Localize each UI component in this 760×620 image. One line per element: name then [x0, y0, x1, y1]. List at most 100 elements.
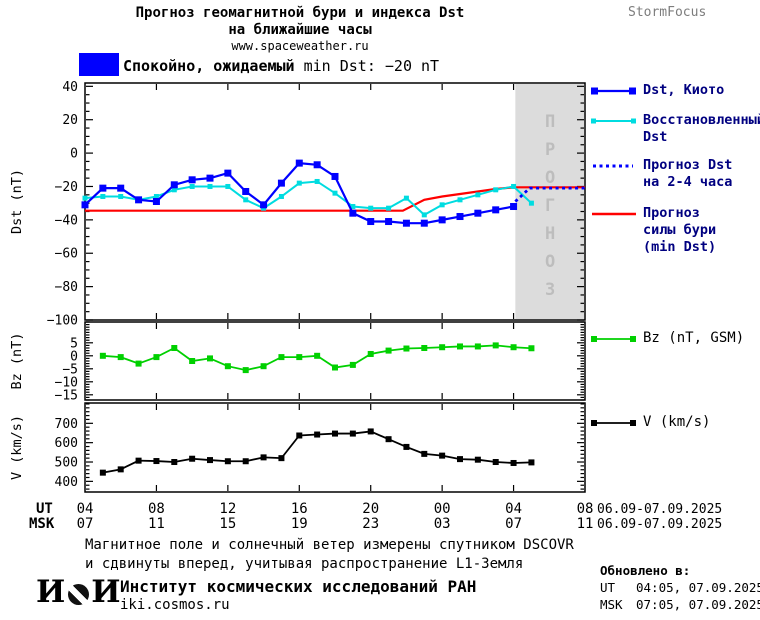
ut-hour-label: 12 — [219, 501, 236, 517]
iki-logo-letter-right: И — [91, 574, 122, 610]
series-v-marker — [296, 432, 303, 439]
series-dst-reconstructed-marker — [439, 202, 445, 208]
dst-ytick-label: 20 — [62, 113, 78, 128]
series-dst-reconstructed-marker — [296, 180, 302, 186]
msk-hour-label: 11 — [577, 516, 594, 532]
dst-ytick-label: −40 — [55, 213, 78, 228]
series-bz-marker — [224, 363, 231, 370]
legend-label-storm-strength: Прогноз силы бури (min Dst) — [643, 205, 717, 255]
series-v-marker — [510, 459, 517, 466]
v-ytick-label: 400 — [55, 475, 78, 490]
series-bz-marker — [492, 342, 499, 349]
series-dst-reconstructed-marker — [314, 178, 320, 184]
footnote-line2: и сдвинуты вперед, учитывая распростране… — [85, 556, 524, 572]
series-v-marker — [492, 459, 499, 466]
series-dst-reconstructed-marker — [189, 183, 195, 189]
series-v-marker — [242, 458, 249, 465]
series-v-marker — [403, 443, 410, 450]
brand-label: StormFocus — [628, 5, 707, 20]
v-ytick-label: 700 — [55, 417, 78, 432]
ut-hour-label: 04 — [505, 501, 522, 517]
series-v-marker — [207, 457, 213, 464]
bz-ytick-label: −10 — [55, 375, 78, 390]
series-dst-reconstructed-marker — [350, 204, 356, 210]
page-title: Прогноз геомагнитной бури и индекса Dst — [135, 5, 465, 21]
series-bz-marker — [117, 354, 124, 361]
series-v-marker — [224, 458, 231, 465]
xaxis-labels: UTMSK0407081112151619202300030407081106.… — [29, 501, 722, 532]
series-bz-marker — [99, 352, 106, 359]
series-dst-kyoto-marker — [420, 219, 428, 227]
footnote-line1: Магнитное поле и солнечный ветер измерен… — [85, 537, 574, 553]
spaceweather-link[interactable]: www.spaceweather.ru — [231, 39, 369, 53]
series-dst-kyoto-marker — [385, 218, 393, 226]
series-bz-marker — [296, 354, 303, 361]
series-dst-reconstructed-marker — [332, 190, 338, 196]
series-dst-kyoto-marker — [242, 187, 250, 195]
series-dst-kyoto-marker — [313, 161, 321, 169]
forecast-region-label-letter: Н — [545, 224, 555, 244]
updated-msk-row: MSK 07:05, 07.09.2025 — [600, 597, 760, 612]
dst-ytick-label: −100 — [47, 314, 78, 329]
updated-title: Обновлено в: — [600, 563, 691, 578]
bz-axis-title: Bz (nT) — [9, 333, 25, 390]
institute-site-link[interactable]: iki.cosmos.ru — [120, 597, 230, 613]
v-ytick-label: 600 — [55, 436, 78, 451]
series-dst-kyoto-marker — [99, 184, 107, 192]
footnote: Магнитное поле и солнечный ветер измерен… — [85, 536, 574, 574]
series-bz-marker — [349, 361, 356, 368]
legend-sample-bz — [591, 336, 636, 342]
dst-frame — [84, 82, 586, 321]
msk-hour-label: 19 — [291, 516, 308, 532]
legend-label-dst-forecast: Прогноз Dst на 2-4 часа — [643, 157, 733, 190]
v-frame — [84, 402, 586, 493]
iki-logo-circle-icon — [68, 583, 90, 605]
series-bz-marker — [189, 358, 196, 364]
legend-item-storm-strength: Прогноз силы бури (min Dst) — [591, 205, 716, 256]
series-dst-reconstructed-marker — [243, 197, 249, 203]
series-dst-reconstructed-marker — [100, 193, 106, 199]
legend-sample-dst-forecast — [593, 164, 633, 168]
series-dst-kyoto — [84, 161, 514, 225]
series-bz-marker — [135, 360, 142, 367]
dst-ytick-label: −80 — [55, 280, 78, 295]
series-bz-marker — [474, 343, 481, 350]
series-dst-reconstructed — [84, 180, 533, 217]
series-dst-kyoto-marker — [206, 174, 214, 182]
legend-label-bz: Bz (nT, GSM) — [643, 330, 745, 346]
series-v-marker — [528, 459, 535, 466]
msk-hour-label: 23 — [362, 516, 379, 532]
series-bz-marker — [153, 354, 160, 361]
series-dst-reconstructed-marker — [171, 187, 177, 193]
legend-sample-dst-reconstructed — [591, 118, 636, 124]
dst-axis-title: Dst (nT) — [9, 169, 25, 234]
series-dst-kyoto-marker — [260, 201, 268, 209]
series-v-marker — [349, 430, 356, 437]
series-dst-kyoto-marker — [349, 209, 357, 217]
series-v-marker — [332, 430, 338, 437]
forecast-region-label-letter: Р — [545, 140, 555, 160]
series-dst-reconstructed-marker — [475, 192, 481, 198]
series-dst-kyoto-marker — [117, 184, 125, 192]
series-dst-reconstructed-marker — [421, 212, 427, 218]
forecast-region — [515, 84, 584, 319]
series-dst-kyoto-marker — [402, 219, 410, 227]
forecast-region-label-letter: О — [545, 252, 555, 272]
status-line: Спокойно, ожидаемый min Dst: −20 nT — [123, 57, 439, 75]
msk-hour-label: 03 — [434, 516, 451, 532]
updated-ut-row: UT 04:05, 07.09.2025 — [600, 580, 760, 595]
series-dst-kyoto-marker — [81, 201, 89, 209]
series-bz-marker — [314, 352, 321, 359]
series-dst-reconstructed-marker — [225, 183, 231, 189]
ut-hour-label: 20 — [362, 501, 379, 517]
dst-ytick-label: 40 — [62, 80, 78, 95]
legend-item-dst-forecast: Прогноз Dst на 2-4 часа — [591, 157, 732, 191]
ut-hour-label: 00 — [434, 501, 451, 517]
series-v-marker — [153, 458, 160, 465]
legend-label-dst-reconstructed: Восстановленный Dst — [643, 112, 760, 145]
series-dst-reconstructed-marker — [457, 197, 463, 203]
